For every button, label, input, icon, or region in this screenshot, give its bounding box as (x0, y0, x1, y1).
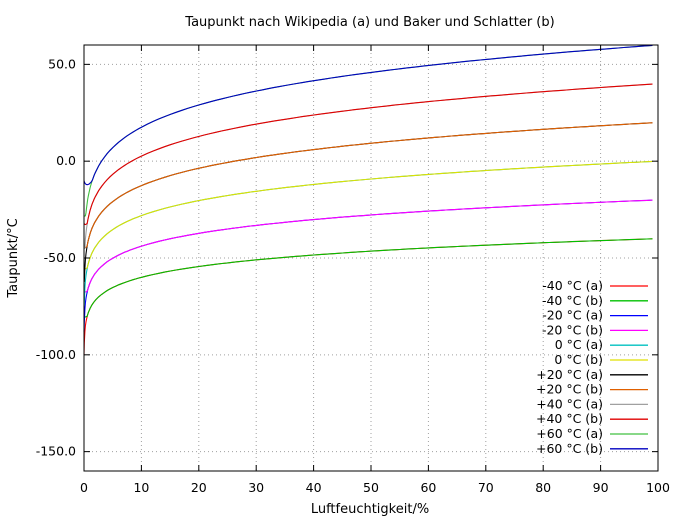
series-line (83, 238, 653, 318)
x-tick-label: 80 (535, 480, 551, 495)
x-axis-ticks: 0 10 20 30 40 50 60 70 80 90 100 (80, 45, 670, 495)
x-axis-label: Luftfeuchtigkeit/% (311, 502, 429, 517)
legend-label: +40 °C (b) (536, 411, 603, 426)
series-line (83, 44, 653, 186)
legend-label: -40 °C (a) (542, 278, 603, 293)
grid (84, 45, 658, 471)
x-tick-label: 90 (593, 480, 609, 495)
y-tick-label: -50.0 (44, 250, 76, 265)
legend-label: -40 °C (b) (542, 293, 603, 308)
x-tick-label: 40 (306, 480, 322, 495)
x-tick-label: 100 (646, 480, 670, 495)
x-tick-label: 50 (363, 480, 379, 495)
y-axis-label: Taupunkt/°C (6, 218, 21, 298)
series-line (83, 199, 653, 293)
y-tick-label: 50.0 (48, 56, 76, 71)
series-lines (83, 44, 653, 355)
x-tick-label: 70 (478, 480, 494, 495)
series-line (83, 83, 653, 226)
legend-label: +20 °C (a) (536, 367, 603, 382)
x-tick-label: 10 (133, 480, 149, 495)
legend-label: -20 °C (a) (542, 308, 603, 323)
x-tick-label: 0 (80, 480, 88, 495)
legend-label: +60 °C (b) (536, 441, 603, 456)
series-line (83, 160, 653, 270)
legend: -40 °C (a)-40 °C (b)-20 °C (a)-20 °C (b)… (536, 278, 648, 456)
x-tick-label: 30 (248, 480, 264, 495)
y-tick-label: 0.0 (56, 153, 76, 168)
x-tick-label: 60 (420, 480, 436, 495)
legend-label: +40 °C (a) (536, 396, 603, 411)
y-axis-ticks: 50.0 0.0 -50.0 -100.0 -150.0 (36, 56, 658, 459)
legend-label: +20 °C (b) (536, 382, 603, 397)
chart-title: Taupunkt nach Wikipedia (a) und Baker un… (184, 15, 554, 30)
series-line (83, 44, 653, 217)
legend-label: 0 °C (b) (554, 352, 603, 367)
y-tick-label: -150.0 (36, 444, 76, 459)
series-line (83, 83, 653, 250)
legend-label: 0 °C (a) (555, 337, 603, 352)
y-tick-label: -100.0 (36, 347, 76, 362)
legend-label: -20 °C (b) (542, 322, 603, 337)
series-line (83, 122, 653, 249)
legend-label: +60 °C (a) (536, 426, 603, 441)
x-tick-label: 20 (191, 480, 207, 495)
